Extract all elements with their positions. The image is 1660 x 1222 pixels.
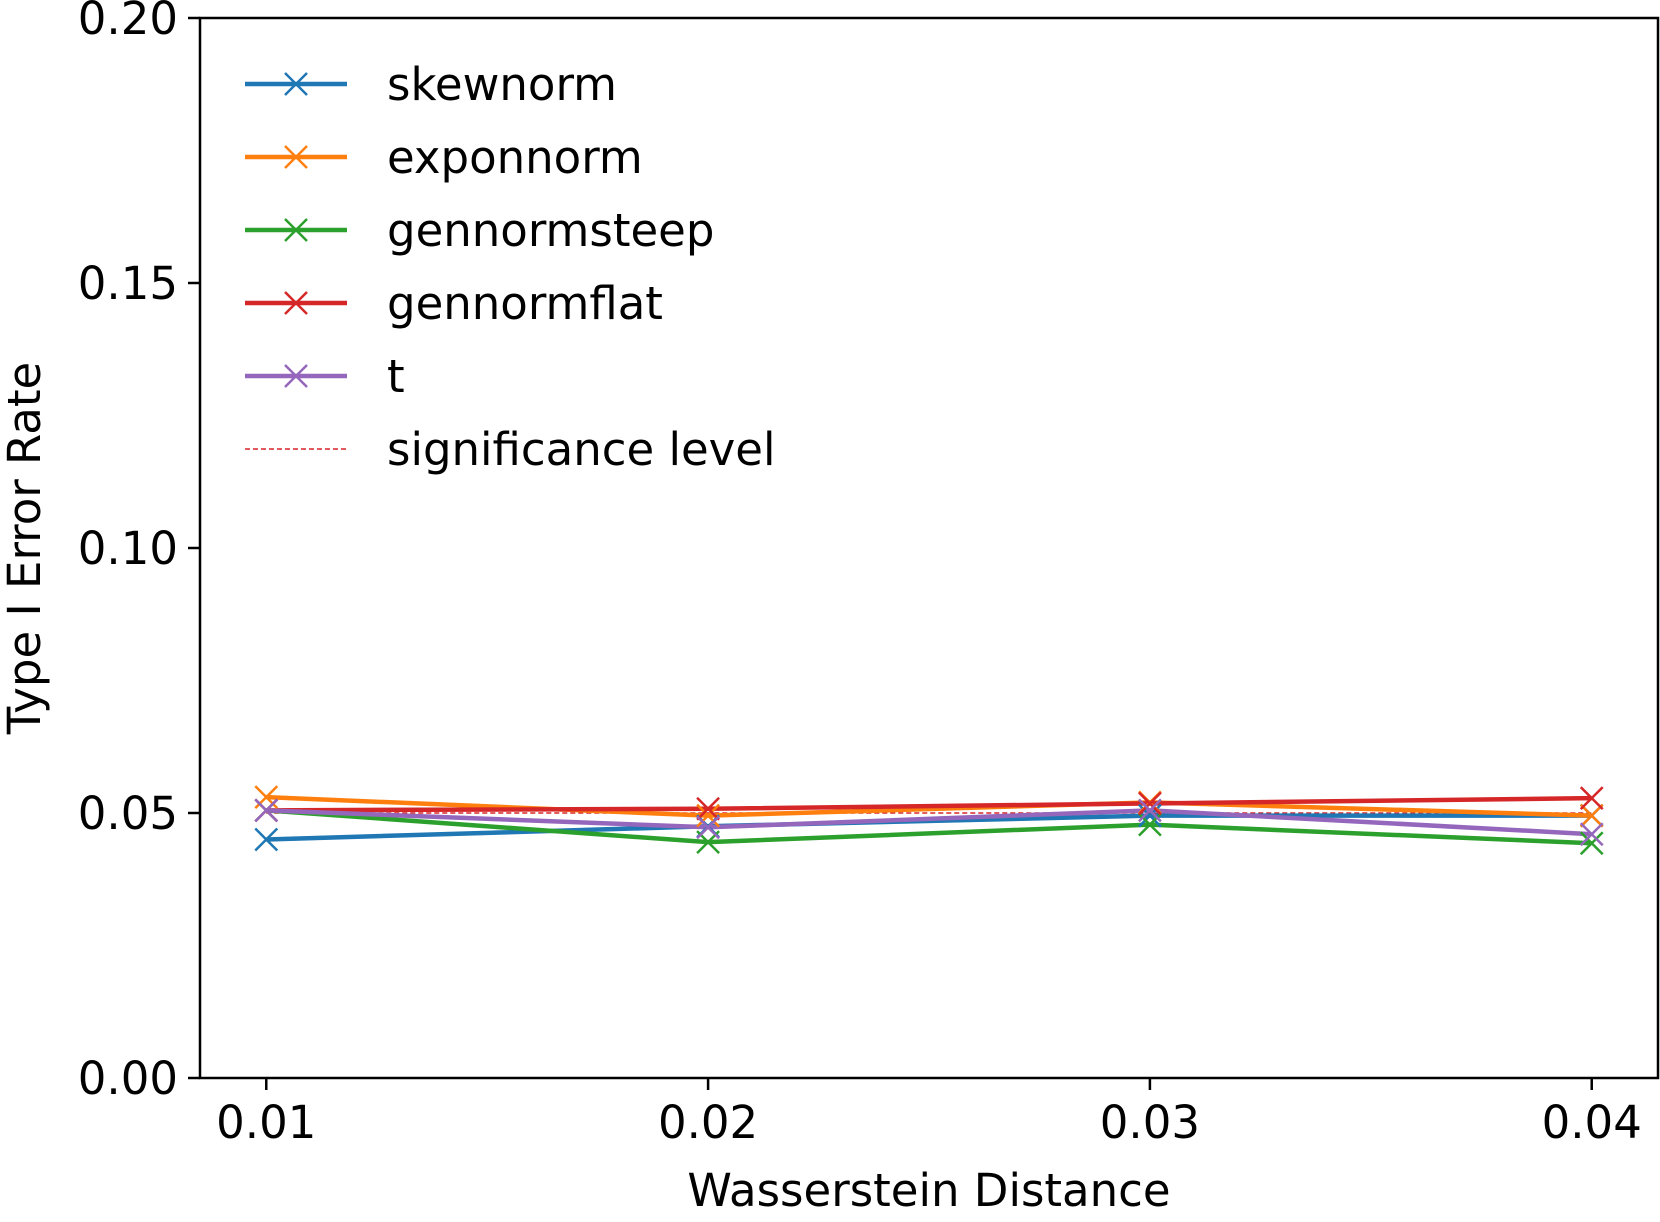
data-point-exponnorm [696,803,720,828]
legend: skewnorm exponnorm gennormsteep gennormflat… [245,58,775,476]
legend-label: significance level [387,423,775,476]
legend-item-gennormflat: gennormflat [245,277,663,330]
data-point-skewnorm [254,827,279,852]
legend-label: t [387,350,405,403]
legend-label: exponnorm [387,131,643,184]
y-tick-label: 0.20 [78,0,178,45]
data-point-t [1579,822,1604,847]
data-point-exponnorm [1579,803,1604,828]
data-point-gennormsteep [1579,831,1604,856]
series-line-gennormsteep [266,808,1592,846]
legend-item-significance-level: significance level [245,423,775,476]
data-point-gennormflat [1138,791,1162,816]
y-tick-label: 0.15 [78,257,178,310]
plot-content [254,785,1604,856]
legend-item-skewnorm: skewnorm [245,58,617,111]
legend-item-exponnorm: exponnorm [245,131,643,184]
series-line-t [266,808,1592,837]
legend-label: skewnorm [387,58,617,111]
x-tick-label: 0.02 [658,1096,758,1149]
legend-marker [284,291,308,315]
legend-marker [284,364,308,388]
legend-label: gennormflat [387,277,663,330]
x-tick-label: 0.03 [1100,1096,1200,1149]
x-axis-label: Wasserstein Distance [687,1164,1170,1217]
y-axis-ticks: 0.00 0.05 0.10 0.15 0.20 [78,0,200,1105]
y-tick-label: 0.05 [78,787,178,840]
data-point-t [254,798,279,823]
legend-marker [284,218,308,242]
legend-marker [284,72,308,96]
legend-item-t: t [245,350,405,403]
x-tick-label: 0.04 [1542,1096,1642,1149]
y-axis-label: Type I Error Rate [0,362,51,735]
data-point-t [1138,798,1162,823]
data-point-t [696,815,720,840]
series-line-gennormflat [266,795,1592,813]
y-tick-label: 0.00 [78,1052,178,1105]
data-point-gennormflat [1579,786,1604,811]
y-tick-label: 0.10 [78,522,178,575]
data-point-gennormflat [696,796,720,821]
legend-label: gennormsteep [387,204,714,257]
x-tick-label: 0.01 [216,1096,316,1149]
series-line-exponnorm [266,794,1592,818]
x-axis-ticks: 0.01 0.02 0.03 0.04 [216,1078,1642,1149]
legend-item-gennormsteep: gennormsteep [245,204,714,257]
legend-marker [284,145,308,169]
